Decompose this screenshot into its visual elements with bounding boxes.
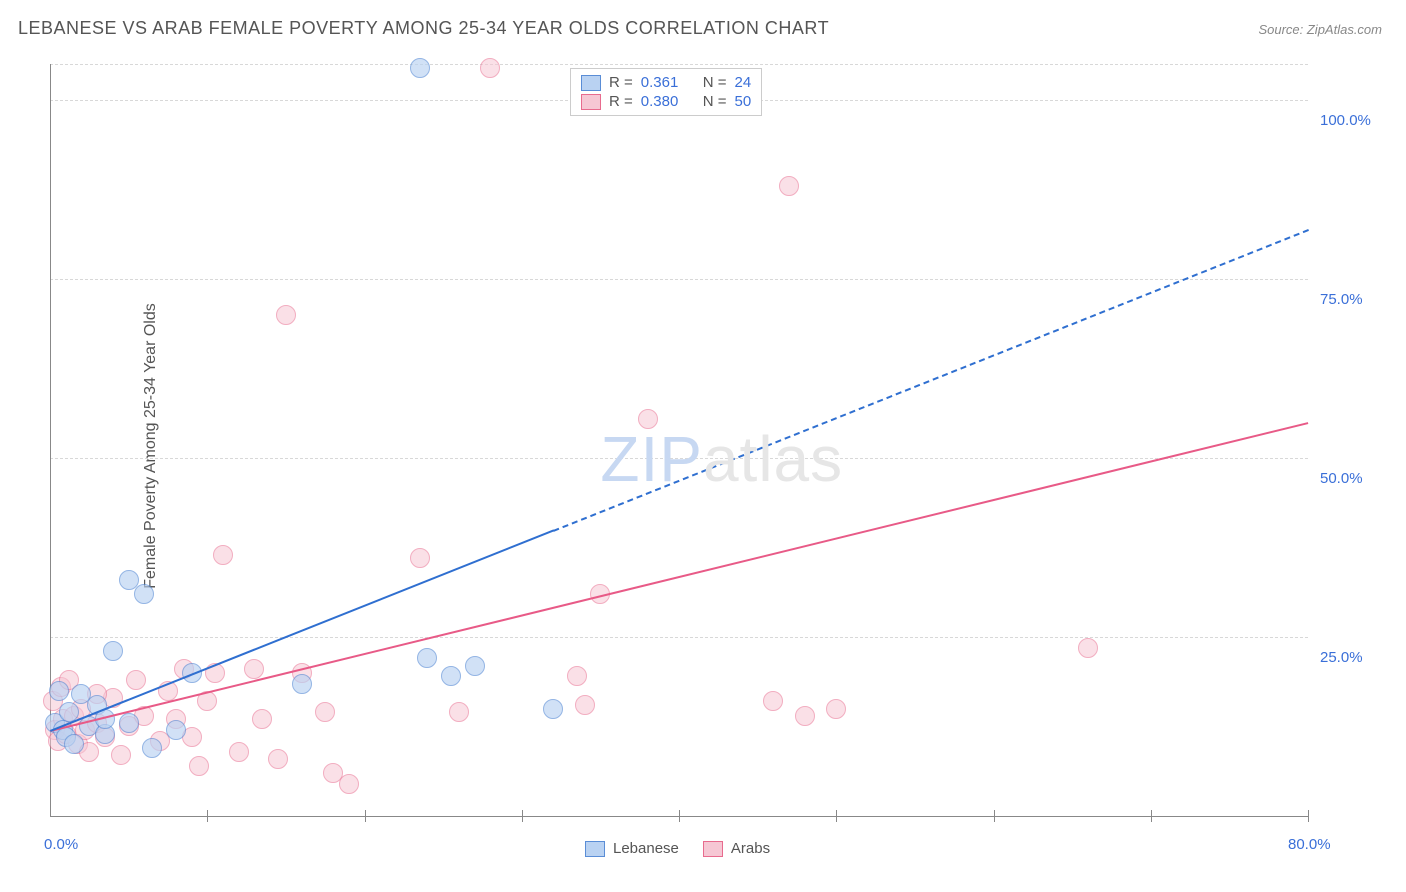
legend-r-value: 0.361 xyxy=(641,74,695,91)
gridline xyxy=(50,458,1308,459)
trend-line xyxy=(553,229,1309,532)
plot-area: 25.0%50.0%75.0%100.0%0.0%80.0% xyxy=(50,64,1308,816)
y-tick-label: 50.0% xyxy=(1320,470,1363,487)
arabs-point xyxy=(449,702,469,722)
arabs-point xyxy=(268,749,288,769)
gridline xyxy=(50,279,1308,280)
lebanese-point xyxy=(64,734,84,754)
arabs-point xyxy=(244,659,264,679)
trend-line xyxy=(50,530,554,732)
arabs-point xyxy=(315,702,335,722)
lebanese-point xyxy=(410,58,430,78)
stats-legend-row: R = 0.380 N = 50 xyxy=(581,92,751,111)
arabs-point xyxy=(229,742,249,762)
arabs-point xyxy=(795,706,815,726)
arabs-point xyxy=(567,666,587,686)
lebanese-point xyxy=(543,699,563,719)
y-tick-label: 25.0% xyxy=(1320,649,1363,666)
lebanese-point xyxy=(142,738,162,758)
lebanese-point xyxy=(417,648,437,668)
source-attribution: Source: ZipAtlas.com xyxy=(1258,22,1382,37)
source-prefix: Source: xyxy=(1258,22,1306,37)
x-tick xyxy=(1151,810,1152,822)
x-tick-label: 0.0% xyxy=(44,836,78,853)
arabs-point xyxy=(213,545,233,565)
gridline xyxy=(50,64,1308,65)
lebanese-point xyxy=(166,720,186,740)
arabs-point xyxy=(480,58,500,78)
arabs-point xyxy=(575,695,595,715)
source-name: ZipAtlas.com xyxy=(1307,22,1382,37)
legend-swatch xyxy=(581,94,601,110)
lebanese-point xyxy=(292,674,312,694)
gridline xyxy=(50,637,1308,638)
legend-n-value: 50 xyxy=(735,93,752,110)
lebanese-point xyxy=(119,713,139,733)
lebanese-point xyxy=(134,584,154,604)
x-tick xyxy=(994,810,995,822)
arabs-point xyxy=(826,699,846,719)
legend-item: Lebanese xyxy=(585,840,679,857)
arabs-point xyxy=(111,745,131,765)
x-tick xyxy=(207,810,208,822)
legend-item: Arabs xyxy=(703,840,770,857)
series-legend: Lebanese Arabs xyxy=(585,840,770,857)
arabs-point xyxy=(638,409,658,429)
legend-n-value: 24 xyxy=(735,74,752,91)
x-tick xyxy=(836,810,837,822)
legend-swatch xyxy=(581,75,601,91)
arabs-point xyxy=(276,305,296,325)
legend-swatch xyxy=(703,841,723,857)
arabs-point xyxy=(763,691,783,711)
arabs-point xyxy=(339,774,359,794)
legend-swatch xyxy=(585,841,605,857)
trend-line xyxy=(50,422,1308,732)
legend-n-label: N = xyxy=(703,74,727,91)
y-tick-label: 100.0% xyxy=(1320,112,1371,129)
lebanese-point xyxy=(465,656,485,676)
lebanese-point xyxy=(103,641,123,661)
legend-label: Lebanese xyxy=(613,840,679,857)
chart-title: LEBANESE VS ARAB FEMALE POVERTY AMONG 25… xyxy=(18,18,829,39)
arabs-point xyxy=(410,548,430,568)
stats-legend-row: R = 0.361 N = 24 xyxy=(581,73,751,92)
legend-r-label: R = xyxy=(609,74,633,91)
arabs-point xyxy=(252,709,272,729)
x-tick xyxy=(679,810,680,822)
lebanese-point xyxy=(441,666,461,686)
x-tick xyxy=(365,810,366,822)
stats-legend: R = 0.361 N = 24 R = 0.380 N = 50 xyxy=(570,68,762,116)
legend-r-label: R = xyxy=(609,93,633,110)
y-tick-label: 75.0% xyxy=(1320,291,1363,308)
legend-r-value: 0.380 xyxy=(641,93,695,110)
legend-label: Arabs xyxy=(731,840,770,857)
lebanese-point xyxy=(49,681,69,701)
arabs-point xyxy=(1078,638,1098,658)
arabs-point xyxy=(779,176,799,196)
x-tick-label: 80.0% xyxy=(1288,836,1331,853)
x-tick xyxy=(522,810,523,822)
arabs-point xyxy=(126,670,146,690)
legend-n-label: N = xyxy=(703,93,727,110)
arabs-point xyxy=(189,756,209,776)
x-tick xyxy=(1308,810,1309,822)
